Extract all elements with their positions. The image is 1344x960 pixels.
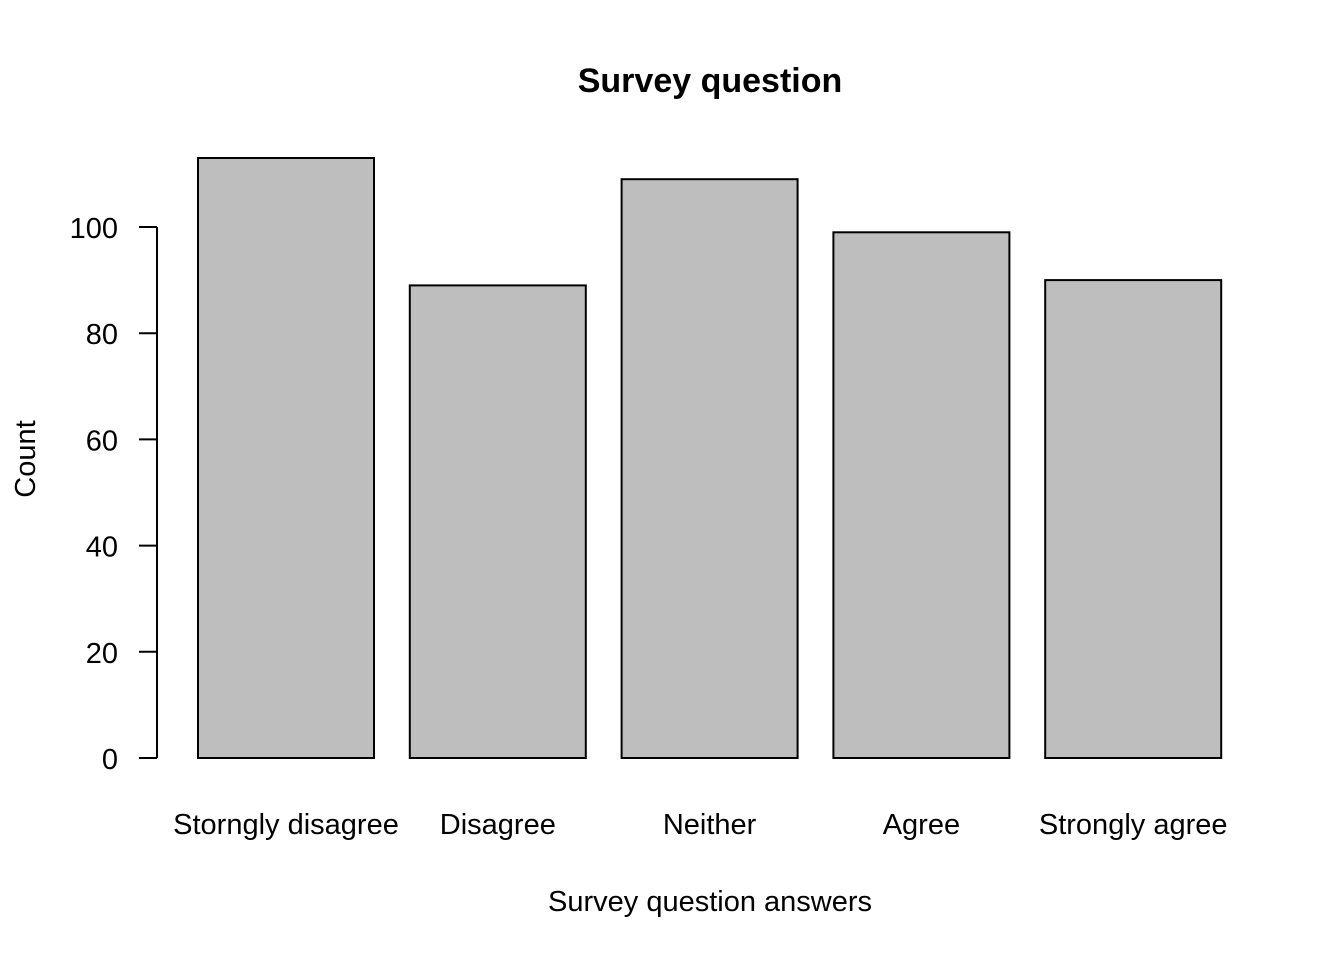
x-axis-label: Survey question answers: [548, 886, 872, 918]
chart-title: Survey question: [578, 62, 843, 100]
category-label-4: Agree: [883, 809, 960, 841]
bars-group: [197, 157, 1223, 760]
bar-2: [408, 284, 587, 759]
bar-4: [832, 231, 1011, 760]
y-tick-label-60: 60: [86, 425, 118, 457]
bar-5: [1044, 279, 1223, 759]
category-label-1: Storngly disagree: [173, 809, 399, 841]
y-tick-label-80: 80: [86, 319, 118, 351]
category-labels-group: Storngly disagree Disagree Neither Agree Str…: [173, 809, 1227, 841]
y-axis: 0 20 40 60 80 100: [70, 213, 158, 776]
category-label-2: Disagree: [440, 809, 556, 841]
y-axis-label: Count: [10, 420, 42, 497]
y-tick-label-40: 40: [86, 532, 118, 564]
y-tick-label-100: 100: [70, 213, 118, 245]
category-label-3: Neither: [663, 809, 757, 841]
bar-1: [197, 157, 375, 759]
bar-3: [620, 178, 799, 759]
y-tick-label-0: 0: [102, 744, 118, 776]
category-label-5: Strongly agree: [1039, 809, 1228, 841]
y-tick-label-20: 20: [86, 638, 118, 670]
